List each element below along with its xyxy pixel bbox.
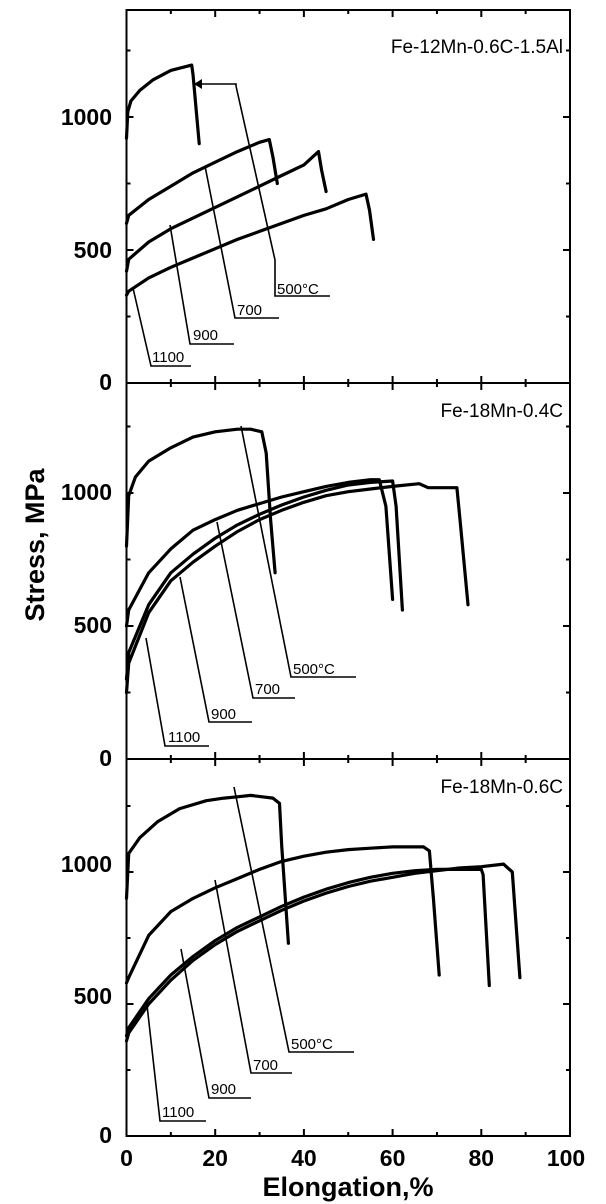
panel-title-middle: Fe-18Mn-0.4C (441, 401, 564, 422)
leader-bottom-500 (233, 786, 354, 1053)
callout-label-top-500: 500°C (277, 281, 319, 298)
leader-middle-700 (216, 521, 295, 699)
curve-top-500 (124, 63, 201, 146)
curve-middle-1100 (124, 482, 470, 695)
panel-frame-bottom (125, 758, 571, 1137)
leader-bottom-900 (180, 948, 251, 1099)
y-tick-label-top-500: 500 (74, 237, 112, 263)
x-tick-label-80: 80 (469, 1145, 495, 1171)
arrow-head-top-500 (194, 79, 202, 89)
curve-middle-900 (124, 479, 404, 681)
callout-label-bottom-900: 900 (211, 1081, 236, 1098)
arrow-line-top-500 (194, 83, 237, 86)
y-tick-label-middle-1000: 1000 (61, 479, 112, 505)
callout-label-bottom-1100: 1100 (162, 1104, 194, 1121)
y-tick-label-middle-0: 0 (99, 745, 112, 771)
callout-label-middle-1100: 1100 (168, 729, 200, 746)
panel-title-bottom: Fe-18Mn-0.6C (441, 777, 564, 798)
callout-label-bottom-500: 500°C (291, 1036, 333, 1053)
callout-label-top-1100: 1100 (152, 349, 184, 366)
callout-label-top-900: 900 (193, 327, 218, 344)
x-tick-labels: 0 20 40 60 80 100 (120, 1145, 585, 1171)
x-tick-label-100: 100 (547, 1145, 585, 1171)
leader-top-700 (204, 165, 279, 319)
leader-middle-500 (240, 425, 356, 678)
leader-bottom-700 (214, 879, 292, 1074)
y-tick-label-bottom-0: 0 (99, 1122, 112, 1148)
curve-top-1100 (124, 192, 376, 297)
callout-label-top-700: 700 (237, 302, 262, 319)
x-tick-label-60: 60 (380, 1145, 406, 1171)
x-axis-title: Elongation,% (263, 1172, 434, 1202)
x-tick-label-40: 40 (291, 1145, 317, 1171)
callout-leaders (132, 79, 356, 1122)
y-tick-label-middle-500: 500 (74, 612, 112, 638)
y-tick-label-bottom-500: 500 (74, 983, 112, 1009)
curve-bottom-700 (124, 845, 441, 985)
curve-top-700 (124, 138, 279, 225)
tick-marks (125, 10, 571, 1137)
leader-top-900 (169, 224, 234, 345)
curve-bottom-500 (124, 793, 290, 945)
callout-label-bottom-700: 700 (253, 1057, 278, 1074)
stress-strain-curves (124, 63, 522, 1043)
x-tick-label-0: 0 (120, 1145, 133, 1171)
y-tick-label-top-1000: 1000 (61, 104, 112, 130)
panel-title-top: Fe-12Mn-0.6C-1.5Al (391, 37, 563, 58)
curve-top-900 (124, 150, 328, 273)
callout-label-middle-700: 700 (255, 681, 280, 698)
callout-labels: 500°C 700 900 1100 500°C 700 900 1100 50… (152, 281, 335, 1121)
curve-bottom-1100 (124, 862, 522, 1043)
panel-frame-middle (125, 382, 571, 760)
curve-middle-500 (124, 427, 277, 575)
panel-titles: Fe-12Mn-0.6C-1.5Al Fe-18Mn-0.4C Fe-18Mn-… (391, 37, 563, 798)
y-tick-label-top-0: 0 (99, 369, 112, 395)
x-tick-label-20: 20 (202, 1145, 228, 1171)
leader-middle-1100 (145, 637, 209, 747)
curve-middle-700 (124, 478, 395, 628)
callout-label-middle-900: 900 (211, 706, 236, 723)
leader-top-500 (235, 85, 330, 297)
leader-bottom-1100 (146, 1004, 206, 1122)
leader-middle-900 (179, 576, 252, 723)
y-tick-labels: 1000 500 0 1000 500 0 1000 500 0 (61, 104, 112, 1148)
panel-frames (125, 9, 571, 1137)
callout-label-middle-500: 500°C (293, 661, 335, 678)
leader-top-1100 (132, 287, 191, 367)
y-axis-title: Stress, MPa (20, 467, 50, 621)
y-tick-label-bottom-1000: 1000 (61, 851, 112, 877)
